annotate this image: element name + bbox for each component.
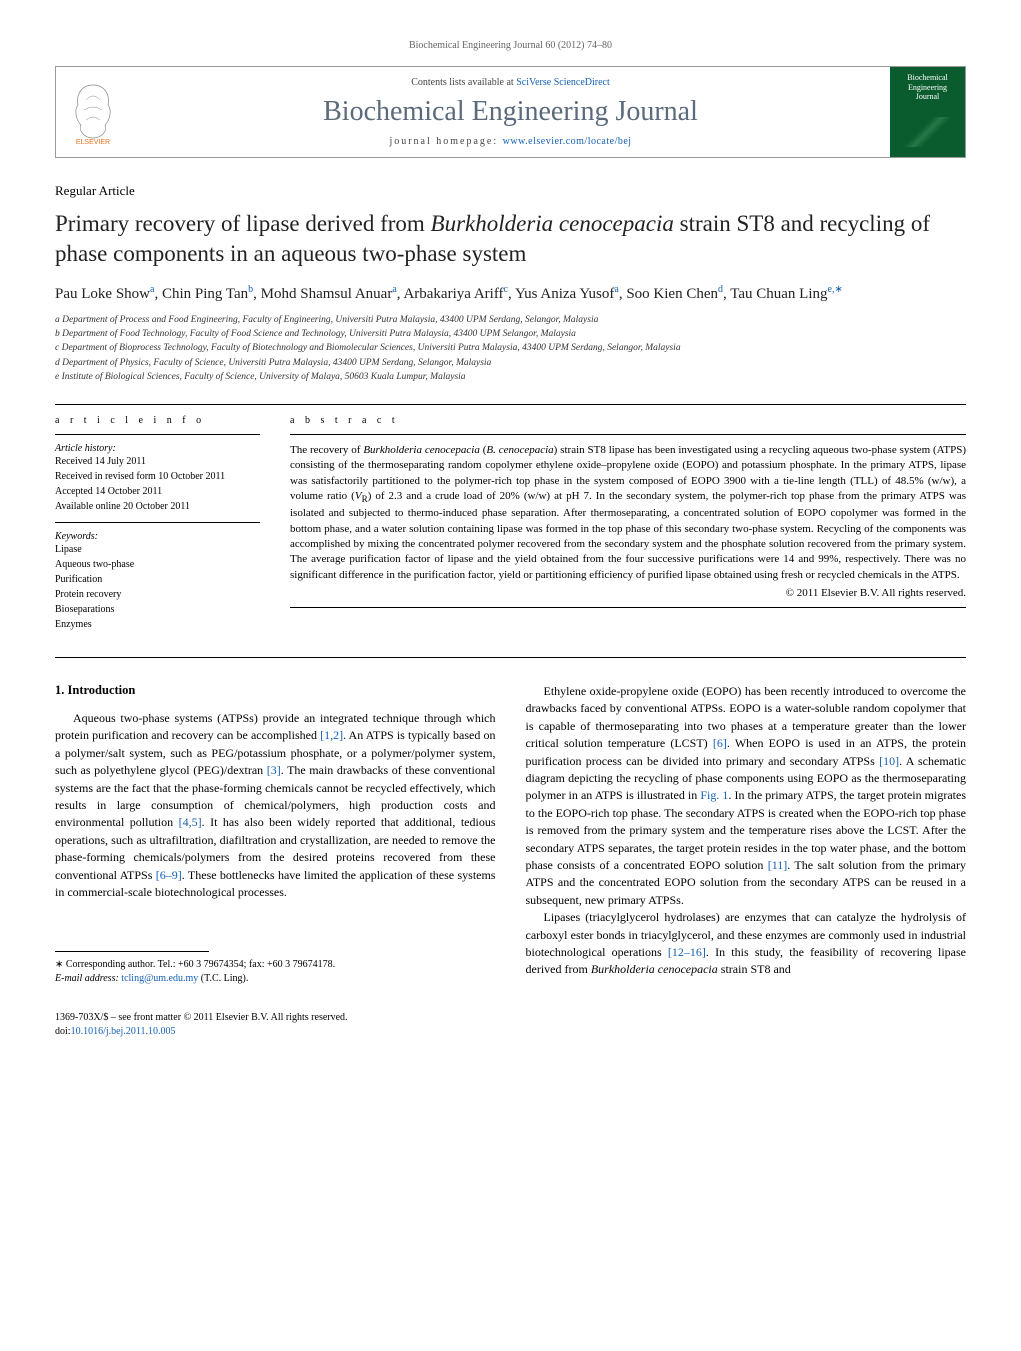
history-2: Accepted 14 October 2011 [55, 484, 260, 499]
right-column: Ethylene oxide-propylene oxide (EOPO) ha… [526, 683, 967, 1039]
authors: Pau Loke Showa, Chin Ping Tanb, Mohd Sha… [55, 284, 966, 303]
affiliation-c: c Department of Bioprocess Technology, F… [55, 341, 966, 355]
abstract-copyright: © 2011 Elsevier B.V. All rights reserved… [290, 587, 966, 599]
cover-text-3: Journal [916, 92, 940, 102]
journal-cover: Biochemical Engineering Journal [890, 67, 965, 157]
article-title: Primary recovery of lipase derived from … [55, 209, 966, 269]
corresponding-author: ∗ Corresponding author. Tel.: +60 3 7967… [55, 958, 496, 972]
doi-link[interactable]: 10.1016/j.bej.2011.10.005 [71, 1026, 176, 1037]
info-divider-1 [55, 434, 260, 435]
affiliation-b: b Department of Food Technology, Faculty… [55, 327, 966, 341]
abstract-divider [290, 434, 966, 435]
cover-swoosh [895, 117, 960, 147]
elsevier-logo: ELSEVIER [56, 67, 131, 157]
affiliation-a: a Department of Process and Food Enginee… [55, 313, 966, 327]
affiliation-e: e Institute of Biological Sciences, Facu… [55, 370, 966, 384]
body-columns: 1. Introduction Aqueous two-phase system… [55, 683, 966, 1039]
keyword-5: Enzymes [55, 617, 260, 632]
info-divider-2 [55, 522, 260, 523]
info-abstract-row: a r t i c l e i n f o Article history: R… [55, 415, 966, 632]
keywords-label: Keywords: [55, 531, 260, 542]
footnote-divider [55, 951, 209, 952]
keyword-1: Aqueous two-phase [55, 557, 260, 572]
email-link[interactable]: tcling@um.edu.my [121, 973, 198, 984]
right-body-text: Ethylene oxide-propylene oxide (EOPO) ha… [526, 683, 967, 979]
doi-line: doi:10.1016/j.bej.2011.10.005 [55, 1025, 496, 1039]
history-0: Received 14 July 2011 [55, 454, 260, 469]
divider-1 [55, 404, 966, 405]
history-3: Available online 20 October 2011 [55, 499, 260, 514]
homepage-line: journal homepage: www.elsevier.com/locat… [131, 136, 890, 147]
keyword-2: Purification [55, 572, 260, 587]
journal-header-line: Biochemical Engineering Journal 60 (2012… [55, 40, 966, 51]
affiliations: a Department of Process and Food Enginee… [55, 313, 966, 384]
email-line: E-mail address: tcling@um.edu.my (T.C. L… [55, 972, 496, 986]
cover-text-2: Engineering [908, 83, 947, 93]
article-info-heading: a r t i c l e i n f o [55, 415, 260, 426]
keyword-4: Bioseparations [55, 602, 260, 617]
section-1-heading: 1. Introduction [55, 683, 496, 698]
history-label: Article history: [55, 443, 260, 454]
keyword-3: Protein recovery [55, 587, 260, 602]
issn-line: 1369-703X/$ – see front matter © 2011 El… [55, 1011, 496, 1025]
history-1: Received in revised form 10 October 2011 [55, 469, 260, 484]
divider-2 [55, 657, 966, 658]
page: Biochemical Engineering Journal 60 (2012… [0, 0, 1021, 1069]
abstract-divider-bottom [290, 607, 966, 608]
bottom-meta: 1369-703X/$ – see front matter © 2011 El… [55, 1011, 496, 1039]
header-box: ELSEVIER Contents lists available at Sci… [55, 66, 966, 158]
svg-text:ELSEVIER: ELSEVIER [76, 139, 110, 145]
cover-text-1: Biochemical [907, 73, 947, 83]
article-info: a r t i c l e i n f o Article history: R… [55, 415, 260, 632]
article-type: Regular Article [55, 183, 966, 199]
keyword-0: Lipase [55, 542, 260, 557]
journal-name: Biochemical Engineering Journal [131, 96, 890, 128]
sciencedirect-link[interactable]: SciVerse ScienceDirect [516, 77, 610, 88]
left-column: 1. Introduction Aqueous two-phase system… [55, 683, 496, 1039]
contents-line: Contents lists available at SciVerse Sci… [131, 77, 890, 88]
abstract-heading: a b s t r a c t [290, 415, 966, 426]
abstract-text: The recovery of Burkholderia cenocepacia… [290, 443, 966, 583]
homepage-link[interactable]: www.elsevier.com/locate/bej [503, 136, 632, 147]
header-center: Contents lists available at SciVerse Sci… [131, 67, 890, 157]
left-body-text: Aqueous two-phase systems (ATPSs) provid… [55, 710, 496, 901]
affiliation-d: d Department of Physics, Faculty of Scie… [55, 356, 966, 370]
abstract-column: a b s t r a c t The recovery of Burkhold… [290, 415, 966, 632]
